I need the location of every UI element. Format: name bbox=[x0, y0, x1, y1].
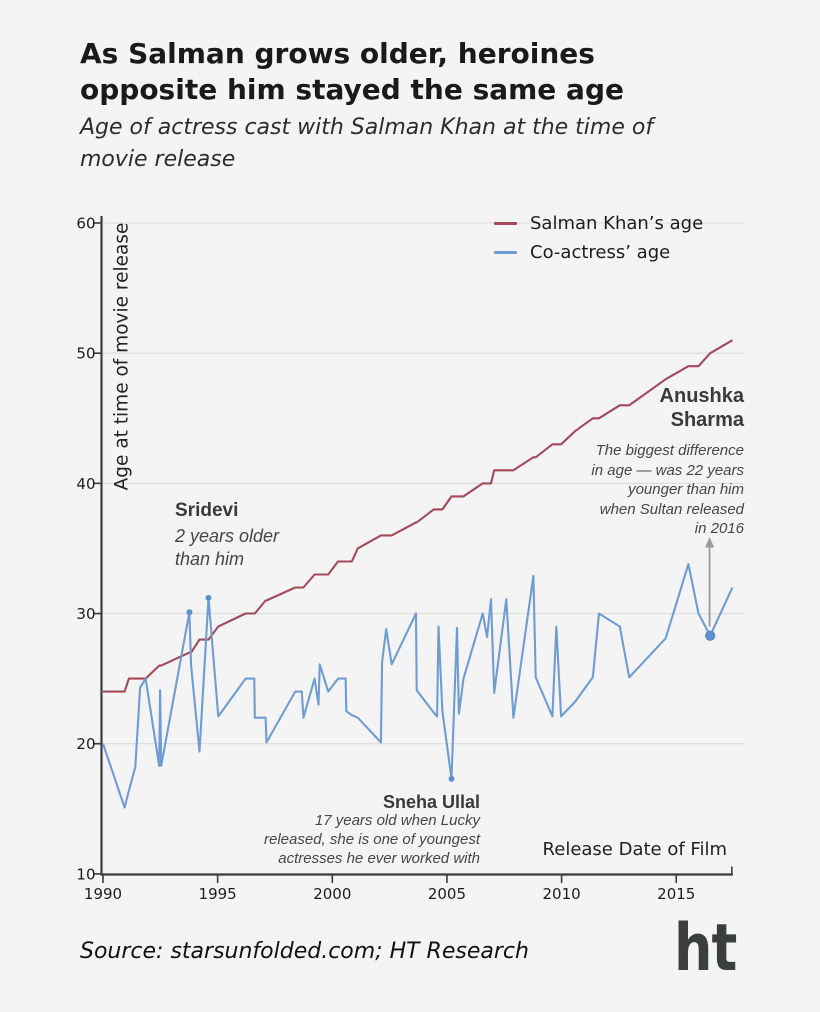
page-title: As Salman grows older, heroines opposite… bbox=[80, 37, 624, 106]
legend-label-salman: Salman Khan’s age bbox=[530, 213, 704, 234]
svg-text:1995: 1995 bbox=[199, 885, 237, 903]
svg-text:2000: 2000 bbox=[313, 885, 351, 903]
page-subtitle: Age of actress cast with Salman Khan at … bbox=[80, 115, 654, 172]
x-axis-title: Release Date of Film bbox=[542, 839, 727, 860]
ht-logo: ht bbox=[674, 910, 737, 986]
svg-text:10: 10 bbox=[76, 865, 95, 883]
highlight-dot bbox=[205, 594, 212, 601]
annotation-anushka-sharma: Anushka Sharma The biggest difference in… bbox=[564, 384, 744, 539]
annotation-anushka-sharma-text: The biggest difference in age — was 22 y… bbox=[591, 442, 744, 538]
coactress-age-line bbox=[102, 563, 734, 809]
legend-item-salman: Salman Khan’s age bbox=[494, 209, 703, 238]
age-line-chart: 10 20 30 40 50 60 1990 1995 2000 2005 2010 2015 bbox=[76, 215, 744, 903]
annotation-sridevi: Sridevi 2 years older than him bbox=[175, 500, 279, 571]
salman-line-swatch bbox=[494, 222, 517, 225]
highlight-dot bbox=[186, 609, 193, 616]
salman-age-line bbox=[103, 339, 733, 693]
svg-text:20: 20 bbox=[76, 735, 95, 753]
svg-text:2015: 2015 bbox=[657, 885, 695, 903]
annotation-anushka-sharma-name: Anushka Sharma bbox=[659, 385, 744, 431]
axes bbox=[93, 216, 733, 883]
annotation-sridevi-text: 2 years older than him bbox=[175, 526, 280, 569]
highlight-dot bbox=[704, 630, 716, 641]
annotation-sneha-ullal-name: Sneha Ullal bbox=[382, 792, 480, 812]
svg-text:60: 60 bbox=[76, 215, 95, 233]
annotation-sridevi-name: Sridevi bbox=[175, 500, 239, 521]
highlight-dots bbox=[186, 594, 716, 782]
chart-legend: Salman Khan’s age Co-actress’ age bbox=[494, 209, 703, 267]
svg-text:2005: 2005 bbox=[428, 885, 466, 903]
svg-text:40: 40 bbox=[76, 475, 95, 493]
svg-text:30: 30 bbox=[76, 605, 95, 623]
coactress-line-swatch bbox=[494, 251, 517, 254]
svg-text:2010: 2010 bbox=[543, 885, 581, 903]
annotation-sneha-ullal-text: 17 years old when Lucky released, she is… bbox=[264, 812, 480, 867]
svg-text:50: 50 bbox=[76, 345, 95, 363]
data-series bbox=[102, 339, 734, 809]
annotation-arrow bbox=[704, 537, 715, 627]
annotation-sneha-ullal: Sneha Ullal 17 years old when Lucky rele… bbox=[260, 792, 480, 868]
y-axis-title: Age at time of movie release bbox=[111, 222, 133, 491]
legend-label-coactress: Co-actress’ age bbox=[530, 242, 671, 263]
tick-labels: 10 20 30 40 50 60 1990 1995 2000 2005 2010 2015 bbox=[76, 215, 695, 903]
svg-text:1990: 1990 bbox=[84, 885, 122, 903]
source-credit: Source: starsunfolded.com; HT Research bbox=[80, 939, 529, 964]
highlight-dot bbox=[448, 775, 455, 782]
legend-item-coactress: Co-actress’ age bbox=[494, 238, 703, 267]
